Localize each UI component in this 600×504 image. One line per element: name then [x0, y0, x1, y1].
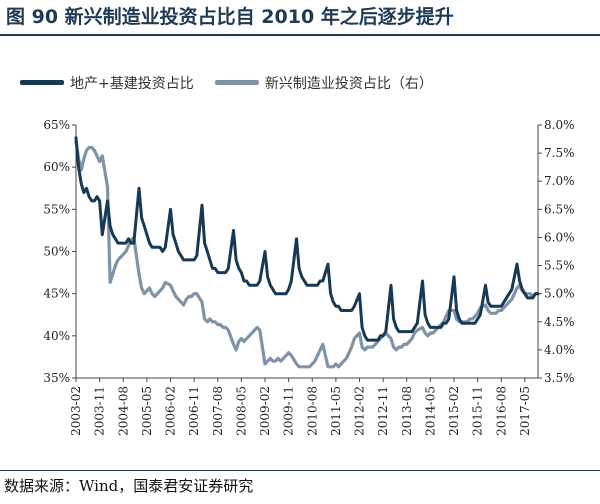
- right-tick-label: 7.5%: [544, 146, 575, 160]
- right-tick-label: 8.0%: [544, 118, 575, 132]
- left-tick-label: 45%: [43, 287, 70, 301]
- x-tick-label: 2017-05: [518, 386, 532, 436]
- legend-item-series-2: 新兴制造业投资占比（右）: [214, 73, 433, 93]
- x-tick-label: 2003-02: [69, 386, 83, 436]
- data-source-note: 数据来源：Wind，国泰君安证券研究: [4, 477, 254, 495]
- x-tick-label: 2012-11: [376, 386, 390, 436]
- right-axis-ticks: 3.5% 4.0% 4.5% 5.0% 5.5% 6.0% 6.5% 7.0% 7.5% 8.0%: [538, 118, 575, 385]
- x-tick-label: 2003-11: [93, 386, 107, 436]
- legend-item-series-1: 地产+基建投资占比: [20, 73, 194, 93]
- x-tick-label: 2012-02: [353, 386, 367, 436]
- left-tick-label: 35%: [43, 371, 70, 385]
- x-tick-label: 2005-05: [140, 386, 154, 436]
- right-tick-label: 4.5%: [544, 315, 575, 329]
- x-tick-label: 2011-05: [329, 386, 343, 436]
- x-tick-label: 2004-08: [116, 386, 130, 436]
- axis-lines: [75, 125, 539, 379]
- left-tick-label: 50%: [43, 245, 70, 259]
- x-tick-label: 2007-08: [211, 386, 225, 436]
- x-tick-label: 2015-11: [471, 386, 485, 436]
- left-tick-label: 55%: [43, 202, 70, 216]
- x-tick-label: 2009-02: [258, 386, 272, 436]
- legend-label-series-1: 地产+基建投资占比: [70, 75, 194, 92]
- legend-label-series-2: 新兴制造业投资占比（右）: [264, 75, 433, 92]
- right-tick-label: 7.0%: [544, 174, 575, 188]
- x-tick-label: 2014-05: [423, 386, 437, 436]
- x-tick-label: 2010-08: [305, 386, 319, 436]
- right-tick-label: 3.5%: [544, 371, 575, 385]
- left-tick-label: 40%: [43, 329, 70, 343]
- x-tick-label: 2008-05: [234, 386, 248, 436]
- figure-title: 图 90 新兴制造业投资占比自 2010 年之后逐步提升: [6, 6, 454, 28]
- legend-swatch-series-1: [20, 80, 64, 85]
- x-tick-label: 2006-02: [164, 386, 178, 436]
- right-tick-label: 4.0%: [544, 343, 575, 357]
- source-rule: [0, 470, 600, 471]
- series-lines: [74, 136, 540, 369]
- left-tick-label: 65%: [43, 118, 70, 132]
- right-tick-label: 5.0%: [544, 287, 575, 301]
- left-axis-ticks: 35% 40% 45% 50% 55% 60% 65%: [43, 118, 76, 385]
- x-tick-label: 2006-11: [187, 386, 201, 436]
- legend-swatch-series-2: [214, 80, 259, 85]
- right-tick-label: 6.0%: [544, 230, 575, 244]
- x-tick-label: 2013-08: [400, 386, 414, 436]
- x-tick-label: 2016-08: [494, 386, 508, 436]
- line-series-emerging-manufacturing: [74, 140, 540, 369]
- dual-axis-line-chart: 35% 40% 45% 50% 55% 60% 65% 3.5% 4.0% 4.5% 5.0% 5.…: [43, 118, 575, 436]
- chart-legend: 地产+基建投资占比 新兴制造业投资占比（右）: [20, 70, 449, 93]
- line-series-real-estate-infrastructure: [74, 136, 540, 342]
- x-tick-label: 2009-11: [282, 386, 296, 436]
- title-rule: [0, 34, 600, 36]
- left-tick-label: 60%: [43, 160, 70, 174]
- x-axis-ticks: 2003-02 2003-11 2004-08 2005-05 2006-02 2006-…: [69, 378, 532, 436]
- right-tick-label: 5.5%: [544, 259, 575, 273]
- x-tick-label: 2015-02: [447, 386, 461, 436]
- right-tick-label: 6.5%: [544, 202, 575, 216]
